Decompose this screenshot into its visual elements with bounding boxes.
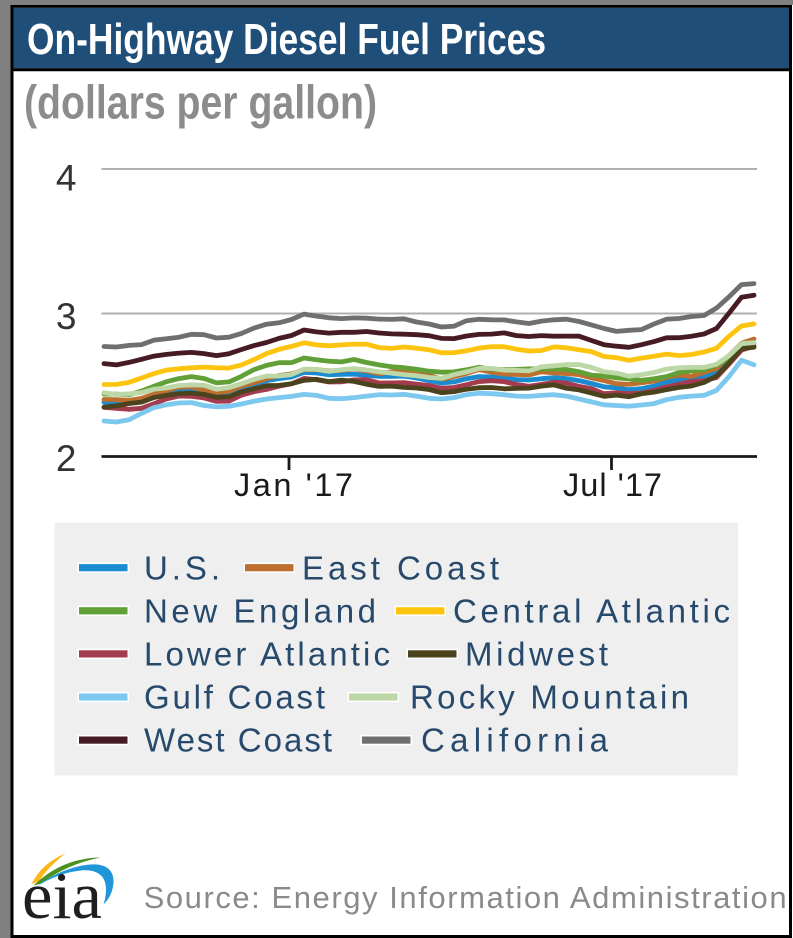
svg-text:2: 2 xyxy=(56,438,77,479)
svg-text:Jan '17: Jan '17 xyxy=(234,467,353,503)
svg-text:California: California xyxy=(421,722,609,759)
svg-text:4: 4 xyxy=(56,158,77,199)
svg-text:Jul '17: Jul '17 xyxy=(563,467,662,503)
svg-text:West Coast: West Coast xyxy=(144,722,332,759)
svg-text:Lower Atlantic: Lower Atlantic xyxy=(144,636,390,673)
svg-text:On-Highway Diesel Fuel Prices: On-Highway Diesel Fuel Prices xyxy=(27,15,546,64)
svg-text:eia: eia xyxy=(22,859,102,933)
svg-text:Source: Energy Information Adm: Source: Energy Information Administratio… xyxy=(144,880,787,915)
svg-text:New England: New England xyxy=(144,592,376,629)
svg-text:(dollars per gallon): (dollars per gallon) xyxy=(24,76,377,129)
svg-text:Rocky Mountain: Rocky Mountain xyxy=(410,679,689,716)
svg-text:3: 3 xyxy=(56,296,77,337)
svg-text:Midwest: Midwest xyxy=(465,636,608,673)
svg-text:East Coast: East Coast xyxy=(302,549,499,586)
